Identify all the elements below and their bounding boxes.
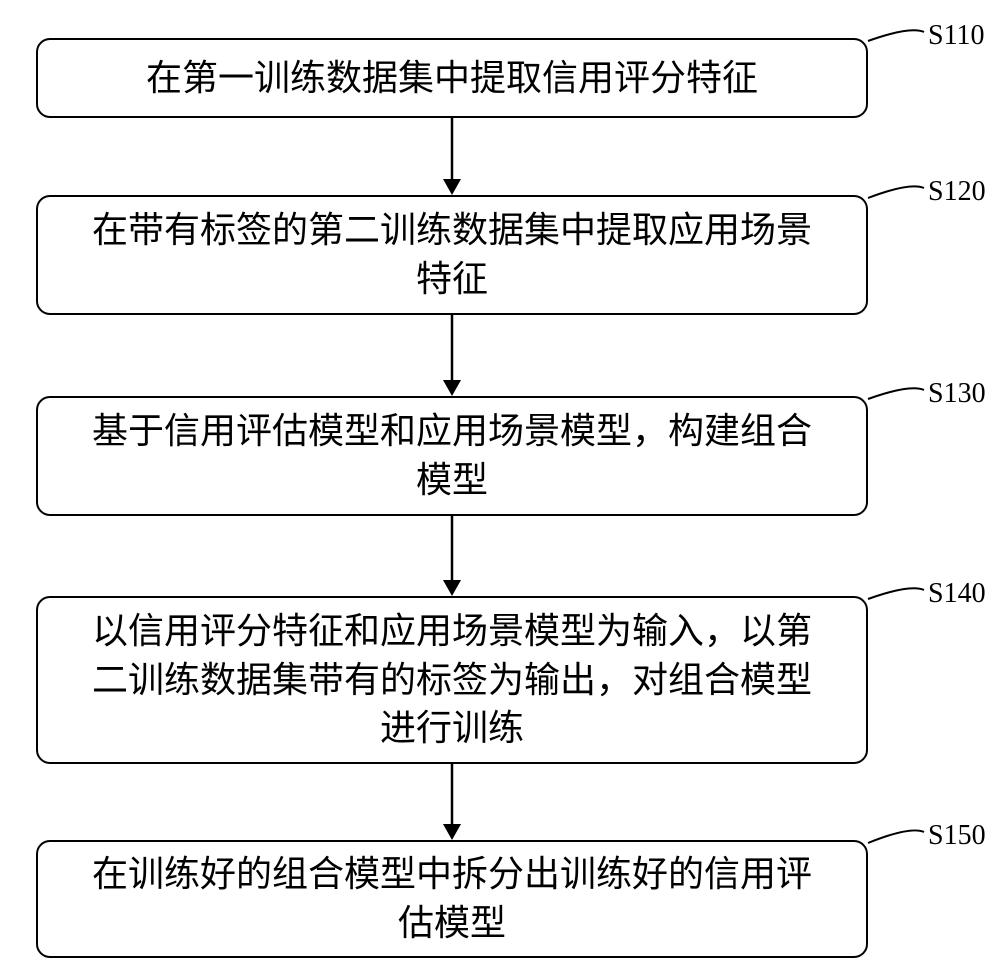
- step-label-s130: S130: [928, 378, 986, 410]
- flow-arrow-1: [440, 116, 464, 197]
- leader-curve: [866, 824, 926, 845]
- flow-node-text: 在带有标签的第二训练数据集中提取应用场景 特征: [92, 206, 812, 303]
- step-label-s120: S120: [928, 176, 986, 208]
- flow-arrow-4: [440, 762, 464, 842]
- flow-node-n5: 在训练好的组合模型中拆分出训练好的信用评 估模型: [36, 840, 868, 958]
- flow-node-n3: 基于信用评估模型和应用场景模型，构建组合 模型: [36, 396, 868, 516]
- leader-curve: [866, 382, 926, 401]
- leader-curve: [866, 180, 926, 200]
- flow-node-text: 以信用评分特征和应用场景模型为输入，以第 二训练数据集带有的标签为输出，对组合模…: [92, 607, 812, 753]
- flow-node-text: 在训练好的组合模型中拆分出训练好的信用评 估模型: [92, 850, 812, 947]
- flowchart-canvas: 在第一训练数据集中提取信用评分特征 S110 在带有标签的第二训练数据集中提取应用场…: [0, 0, 1000, 961]
- step-label-s150: S150: [928, 820, 986, 852]
- flow-arrow-3: [440, 514, 464, 598]
- flow-node-n1: 在第一训练数据集中提取信用评分特征: [36, 38, 868, 118]
- flow-node-text: 基于信用评估模型和应用场景模型，构建组合 模型: [92, 407, 812, 504]
- step-label-s110: S110: [928, 20, 985, 52]
- flow-node-n4: 以信用评分特征和应用场景模型为输入，以第 二训练数据集带有的标签为输出，对组合模…: [36, 596, 868, 764]
- leader-curve: [866, 582, 926, 601]
- step-label-s140: S140: [928, 578, 986, 610]
- flow-arrow-2: [440, 313, 464, 398]
- leader-curve: [866, 24, 926, 43]
- flow-node-n2: 在带有标签的第二训练数据集中提取应用场景 特征: [36, 195, 868, 315]
- flow-node-text: 在第一训练数据集中提取信用评分特征: [146, 54, 758, 103]
